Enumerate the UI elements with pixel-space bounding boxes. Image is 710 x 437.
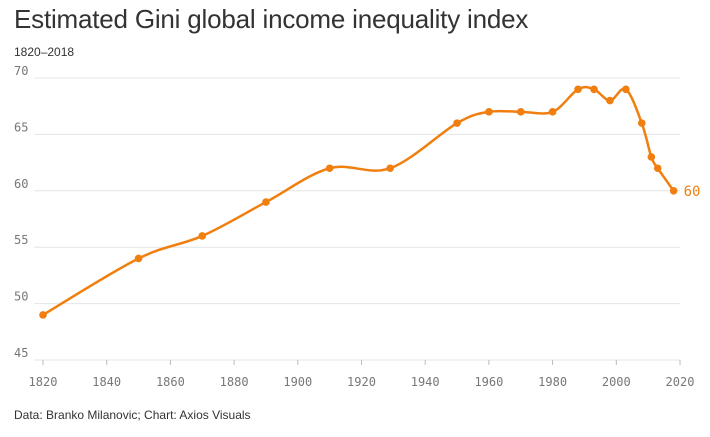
chart-subtitle: 1820–2018 [14,45,75,59]
y-tick-label-50: 50 [14,290,28,304]
x-tick-label-1960: 1960 [474,375,503,389]
data-point-1960 [485,108,493,116]
data-point-1929 [386,164,394,173]
data-point-1850 [134,254,143,263]
data-point-2013 [653,164,662,173]
chart-source: Data: Branko Milanovic; Chart: Axios Vis… [14,408,251,422]
x-tick-label-1940: 1940 [411,375,440,389]
x-tick-label-2000: 2000 [602,375,631,389]
data-point-1993 [590,85,598,94]
x-tick-label-2020: 2020 [666,375,695,389]
x-tick-label-1860: 1860 [156,375,185,389]
data-point-1890 [262,198,270,206]
x-tick-label-1980: 1980 [538,375,567,389]
y-tick-label-45: 45 [14,346,28,360]
data-point-2011 [647,153,656,161]
data-point-1820 [39,311,47,319]
data-point-1998 [606,96,614,105]
data-point-1980 [548,108,557,116]
x-tick-label-1920: 1920 [347,375,376,389]
point-layer [39,85,678,319]
end-value-label: 60 [684,184,701,200]
data-point-1870 [198,232,207,240]
data-point-2018 [669,187,678,195]
x-tick-label-1900: 1900 [283,375,312,389]
y-tick-label-65: 65 [14,120,28,134]
chart-title: Estimated Gini global income inequality … [14,4,529,34]
y-tick-label-70: 70 [14,64,28,78]
y-tick-label-55: 55 [14,233,28,247]
y-tick-label-60: 60 [14,177,28,191]
grid-layer [34,77,680,361]
x-tick-label-1840: 1840 [92,375,121,389]
data-point-1950 [453,119,461,127]
x-tick-label-1820: 1820 [29,375,58,389]
data-point-1910 [325,164,334,173]
series-layer [42,85,675,316]
y-axis-ticks: 45 50 55 60 65 70 [14,64,28,360]
x-axis-ticks: 1820 1840 1860 1880 1900 1920 1940 1960 1980 2000… [29,360,695,389]
data-point-1970 [516,108,525,116]
data-point-2003 [622,85,630,94]
series-line-gini [42,85,675,316]
data-point-2008 [637,119,646,127]
data-point-1988 [574,85,582,94]
x-tick-label-1880: 1880 [220,375,249,389]
